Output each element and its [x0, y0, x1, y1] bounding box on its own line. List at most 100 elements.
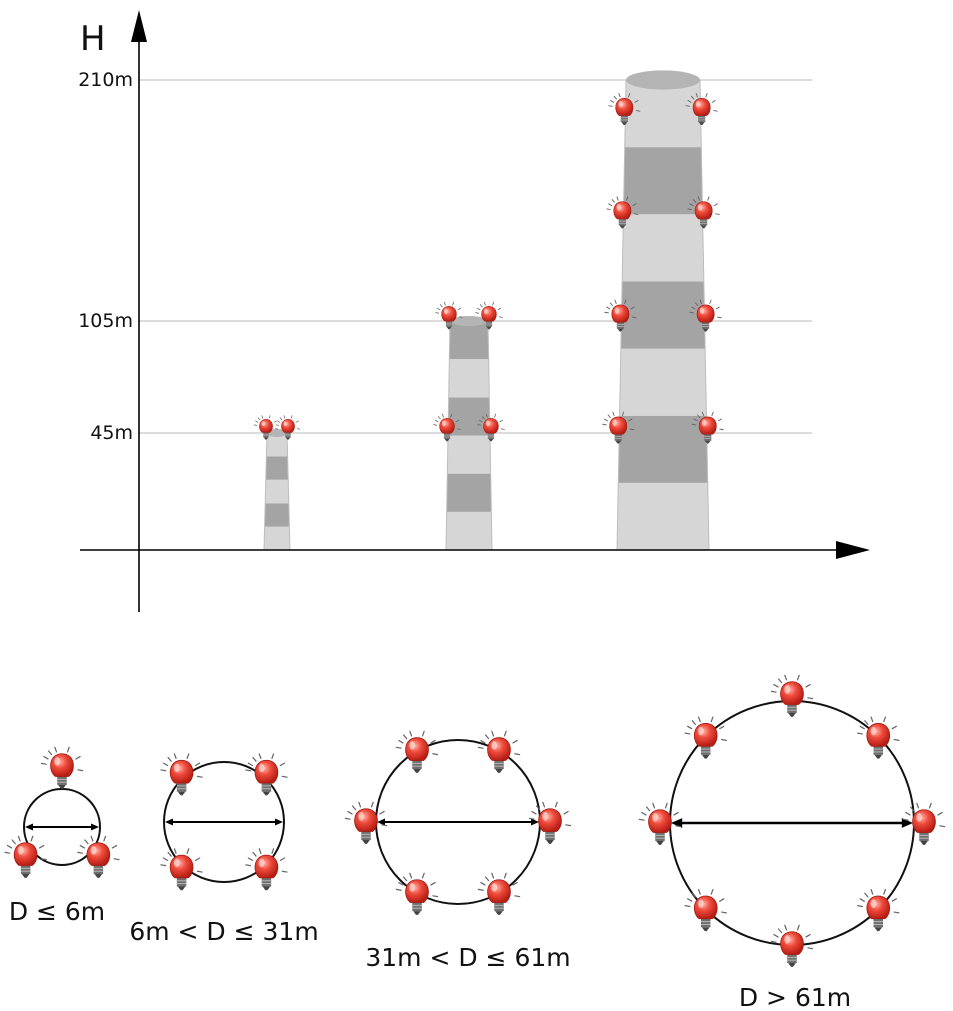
light-bulb-icon: [40, 746, 84, 789]
bulb-ray: [709, 299, 712, 304]
bulb-highlight: [18, 846, 24, 855]
bulb-highlight: [695, 100, 701, 108]
bulb-ray: [43, 755, 49, 760]
bulb-ray: [631, 316, 637, 319]
bulb-ray: [705, 93, 708, 98]
bulb-ray: [715, 213, 720, 215]
bulb-tip: [413, 769, 421, 773]
bulb-ray: [773, 933, 779, 938]
bulb-glass: [609, 416, 628, 435]
bulb-ray: [79, 844, 86, 849]
bulb-ray: [610, 100, 615, 103]
bulb-highlight: [916, 813, 923, 822]
bulb-ray: [160, 864, 167, 867]
light-bulb-icon: [4, 835, 47, 878]
bulb-ray: [618, 93, 621, 98]
bulb-ray: [807, 697, 814, 700]
caption-31m-61m: 31m < D ≤ 61m: [365, 943, 570, 972]
bulb-tip: [413, 911, 421, 915]
bulb-glass: [50, 753, 74, 777]
bulb-ray: [624, 299, 627, 304]
bulb-ray: [864, 720, 869, 725]
bulb-tip: [262, 886, 271, 891]
bulb-highlight: [701, 419, 707, 426]
bulb-ray: [710, 716, 714, 723]
bulb-ray: [283, 415, 286, 419]
bulb-tip: [177, 886, 186, 891]
bulb-tip: [920, 841, 928, 845]
bulb-ray: [628, 418, 633, 422]
bulb-tip: [262, 791, 271, 796]
bulb-tip: [788, 963, 796, 967]
chimney-band: [264, 503, 290, 527]
bulb-ray: [173, 848, 177, 854]
bulb-glass: [354, 808, 378, 832]
bulb-ray: [40, 762, 47, 765]
bulb-ray: [421, 730, 425, 737]
bulb-ray: [621, 411, 625, 416]
bulb-base: [919, 832, 929, 842]
bulb-ray: [805, 683, 811, 688]
bulb-ray: [499, 419, 504, 423]
bulb-highlight: [699, 307, 705, 314]
caption-6m-31m: 6m < D ≤ 31m: [129, 917, 318, 946]
chimney: [602, 70, 724, 551]
light-bulb-icon: [253, 415, 279, 440]
bulb-glass: [538, 808, 562, 832]
bulb-ray: [939, 825, 946, 828]
bulb-glass: [483, 418, 499, 434]
bulb-ray: [613, 95, 617, 100]
bulb-tip: [285, 437, 291, 440]
bulb-ray: [75, 755, 81, 760]
bulb-ray: [66, 746, 70, 753]
bulb-ray: [439, 304, 443, 308]
bulb-highlight: [698, 726, 704, 736]
bulb-base: [700, 746, 711, 755]
bulb-ray: [173, 753, 177, 760]
bulb-ray: [689, 203, 694, 207]
diameter-arrow-head: [377, 818, 385, 826]
bulb-ray: [870, 889, 874, 895]
chimney-band: [619, 348, 707, 416]
bulb-ray: [628, 93, 631, 98]
bulb-ray: [805, 933, 811, 938]
bulb-highlight: [491, 741, 498, 750]
bulb-ray: [535, 805, 541, 811]
bulb-ray: [196, 775, 203, 778]
bulb-ray: [344, 817, 351, 820]
bulb-ray: [281, 870, 288, 873]
light-bulb-icon: [689, 299, 722, 332]
light-bulb-icon: [604, 299, 637, 332]
bulb-ray: [531, 810, 537, 815]
bulb-ray: [478, 419, 483, 423]
diameter-diagram: [4, 746, 120, 878]
bulb-ray: [167, 756, 172, 762]
bulb-ray: [687, 725, 693, 730]
bulb-glass: [694, 201, 713, 220]
bulb-ray: [512, 881, 518, 886]
diameter-diagram: [344, 730, 572, 915]
bulb-ray: [245, 769, 252, 772]
bulb-ray: [796, 924, 800, 931]
bulb-base: [616, 322, 624, 329]
bulb-ray: [398, 739, 404, 744]
bulb-base: [412, 902, 422, 912]
bulb-ray: [481, 416, 485, 420]
bulb-ray: [458, 316, 463, 318]
bulb-ray: [695, 93, 698, 98]
bulb-ray: [452, 301, 455, 306]
bulb-base: [261, 877, 272, 887]
bulb-ray: [652, 802, 656, 809]
light-bulb-icon: [245, 753, 288, 796]
bulb-ray: [604, 311, 609, 314]
bulb-ray: [160, 769, 167, 772]
chimney-band: [264, 526, 290, 550]
bulb-glass: [169, 854, 194, 879]
bulb-ray: [784, 674, 788, 681]
light-bulb-icon: [160, 753, 203, 796]
bulb-glass: [866, 723, 891, 747]
bulb-ray: [398, 881, 404, 886]
bulb-ray: [891, 898, 897, 902]
bulb-ray: [673, 811, 679, 816]
bulb-ray: [11, 839, 16, 845]
